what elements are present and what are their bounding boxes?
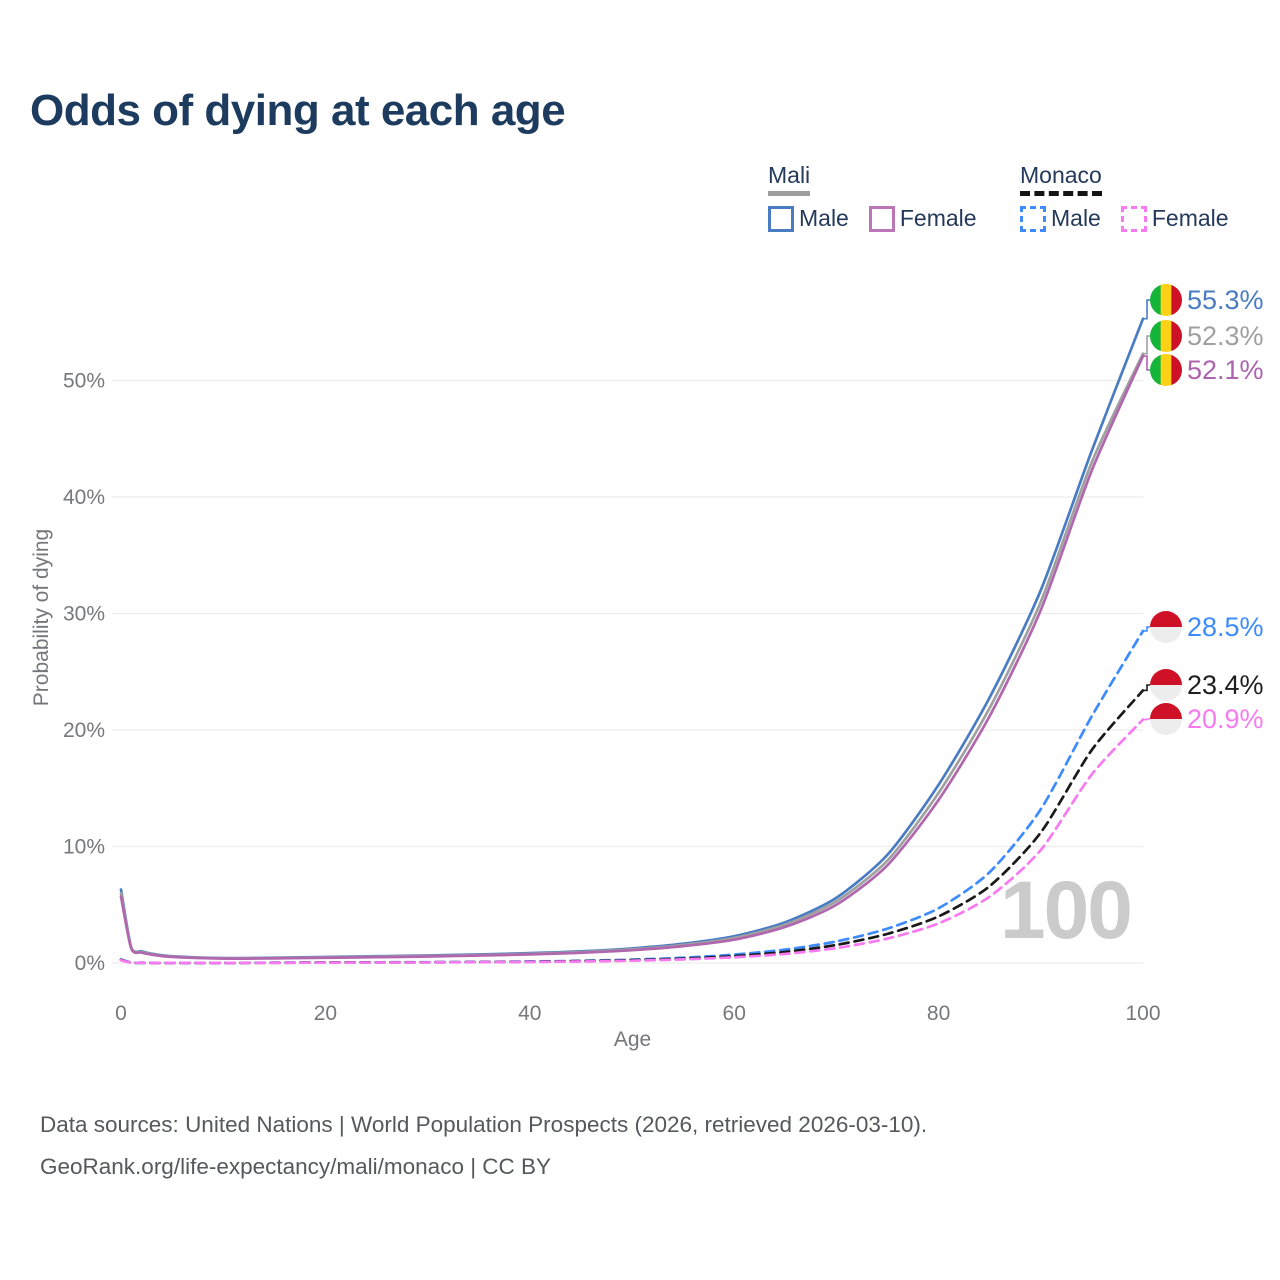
end-value-label: 28.5% <box>1187 612 1264 642</box>
mali-flag-icon <box>1150 284 1182 316</box>
legend-label-monaco-male: Male <box>1051 205 1101 232</box>
mali-female-swatch-icon <box>868 205 895 232</box>
end-label-connector <box>1143 684 1150 692</box>
y-tick-label: 50% <box>63 370 105 393</box>
y-tick-label: 0% <box>75 952 105 975</box>
monaco-flag-icon <box>1150 611 1182 643</box>
y-tick-label: 30% <box>63 603 105 626</box>
x-tick-label: 80 <box>927 1002 950 1025</box>
series-line-mali-female[interactable] <box>119 354 1145 960</box>
end-label-connector <box>1143 355 1150 371</box>
x-tick-label: 20 <box>314 1002 337 1025</box>
y-tick-label: 40% <box>63 486 105 509</box>
legend-item-mali-male[interactable]: Male <box>768 205 849 232</box>
end-value-label: 23.4% <box>1187 670 1264 700</box>
x-tick-label: 60 <box>723 1002 746 1025</box>
age-watermark: 100 <box>1000 865 1133 956</box>
monaco-male-swatch-icon <box>1020 205 1046 232</box>
series-line-monaco-female[interactable] <box>119 718 1145 965</box>
mali-flag-icon <box>1150 354 1182 386</box>
legend-label-monaco-female: Female <box>1151 205 1229 232</box>
end-value-label: 20.9% <box>1187 704 1264 734</box>
series-line-mali-combined[interactable] <box>119 352 1145 960</box>
series-line-monaco-combined[interactable] <box>119 689 1145 965</box>
x-tick-label: 40 <box>518 1002 541 1025</box>
monaco-flag-icon <box>1150 669 1182 701</box>
legend-group-mali: Mali Male Female <box>768 162 977 232</box>
monaco-female-swatch-icon <box>1120 205 1147 232</box>
legend-title-mali[interactable]: Mali <box>768 162 811 197</box>
series-line-monaco-male[interactable] <box>119 629 1145 965</box>
monaco-flag-icon <box>1150 703 1182 735</box>
mali-flag-icon <box>1150 320 1182 352</box>
end-value-label: 52.3% <box>1187 321 1264 351</box>
end-label-connector <box>1143 626 1150 632</box>
series-line-mali-male[interactable] <box>119 317 1145 960</box>
legend-title-monaco[interactable]: Monaco <box>1020 162 1102 197</box>
footer-attribution: GeoRank.org/life-expectancy/mali/monaco … <box>40 1154 552 1179</box>
legend-label-mali-male: Male <box>799 205 849 232</box>
y-tick-label: 20% <box>63 719 105 742</box>
end-value-label: 52.1% <box>1187 355 1264 385</box>
footer-data-sources: Data sources: United Nations | World Pop… <box>40 1112 928 1137</box>
legend-item-monaco-male[interactable]: Male <box>1020 205 1101 232</box>
legend-item-monaco-female[interactable]: Female <box>1120 205 1229 232</box>
footer: Data sources: United Nations | World Pop… <box>40 1104 927 1188</box>
x-tick-label: 0 <box>115 1002 127 1025</box>
mali-male-swatch-icon <box>768 205 794 232</box>
end-value-label: 55.3% <box>1187 285 1264 315</box>
end-label-connector <box>1143 299 1150 320</box>
page-title: Odds of dying at each age <box>30 86 566 135</box>
legend-item-mali-female[interactable]: Female <box>868 205 977 232</box>
y-axis-title: Probability of dying <box>30 528 53 707</box>
legend-label-mali-female: Female <box>899 205 977 232</box>
x-tick-label: 100 <box>1125 1002 1160 1025</box>
legend-group-monaco: Monaco Male Female <box>1020 162 1229 232</box>
end-label-connector <box>1143 335 1150 355</box>
end-label-connector <box>1143 718 1150 721</box>
y-tick-label: 10% <box>63 836 105 859</box>
x-axis-title: Age <box>613 1028 652 1051</box>
